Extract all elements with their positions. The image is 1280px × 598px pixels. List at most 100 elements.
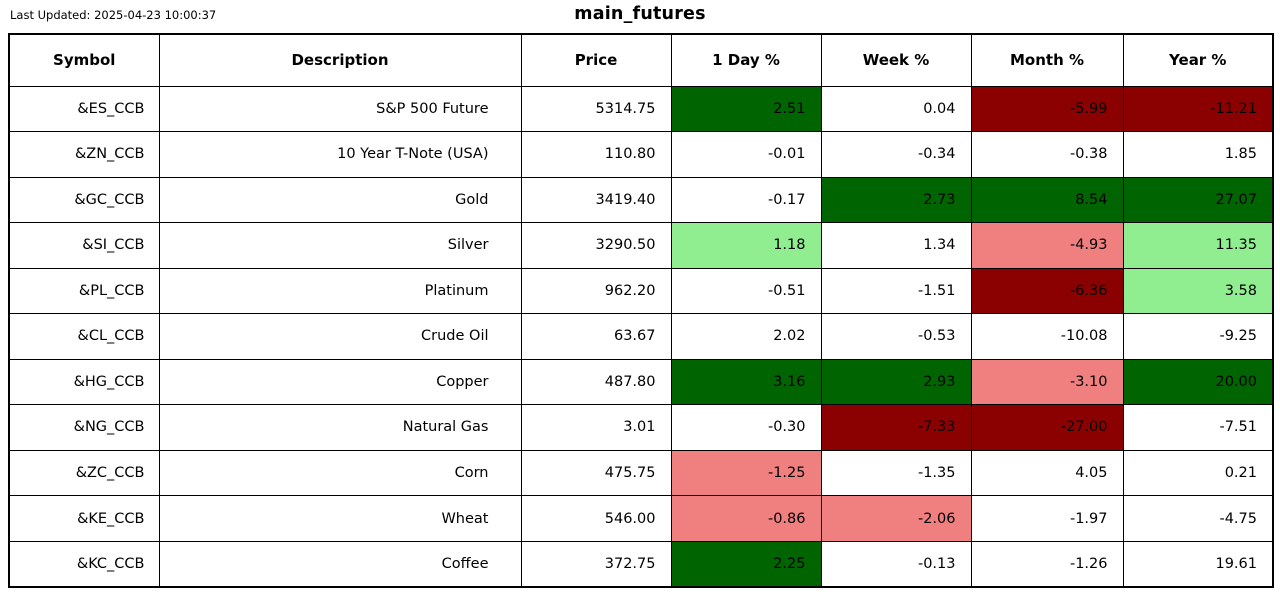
cell-month-pct: -27.00 xyxy=(970,404,1124,451)
cell-week-pct: -1.35 xyxy=(820,449,972,497)
cell-symbol: &ZN_CCB xyxy=(8,131,160,178)
col-header-week-pct: Week % xyxy=(820,33,972,87)
cell-month-pct: 4.05 xyxy=(970,449,1124,497)
cell-symbol: &ZC_CCB xyxy=(8,449,160,497)
cell-symbol: &GC_CCB xyxy=(8,176,160,224)
cell-description: Natural Gas xyxy=(158,404,522,451)
futures-table: Symbol Description Price 1 Day % Week % … xyxy=(8,33,1274,588)
cell-week-pct: -2.06 xyxy=(820,495,972,542)
cell-month-pct: 8.54 xyxy=(970,176,1124,224)
cell-week-pct: -0.53 xyxy=(820,313,972,360)
cell-week-pct: 2.93 xyxy=(820,358,972,406)
page-title: main_futures xyxy=(574,4,706,24)
cell-day-pct: 1.18 xyxy=(670,222,822,269)
cell-year-pct: -4.75 xyxy=(1122,495,1274,542)
cell-description: Copper xyxy=(158,358,522,406)
cell-week-pct: -0.34 xyxy=(820,131,972,178)
cell-month-pct: -3.10 xyxy=(970,358,1124,406)
table-body: &ES_CCB S&P 500 Future 5314.75 2.51 0.04… xyxy=(8,85,1274,588)
cell-day-pct: 2.25 xyxy=(670,540,822,588)
cell-month-pct: -5.99 xyxy=(970,85,1124,133)
cell-price: 5314.75 xyxy=(520,85,672,133)
table-row: &ZC_CCB Corn 475.75 -1.25 -1.35 4.05 0.2… xyxy=(8,449,1274,497)
cell-description: Wheat xyxy=(158,495,522,542)
cell-week-pct: -7.33 xyxy=(820,404,972,451)
cell-symbol: &KE_CCB xyxy=(8,495,160,542)
cell-month-pct: -4.93 xyxy=(970,222,1124,269)
cell-day-pct: -0.17 xyxy=(670,176,822,224)
cell-price: 3419.40 xyxy=(520,176,672,224)
cell-price: 372.75 xyxy=(520,540,672,588)
cell-price: 546.00 xyxy=(520,495,672,542)
cell-year-pct: -11.21 xyxy=(1122,85,1274,133)
cell-year-pct: 20.00 xyxy=(1122,358,1274,406)
col-header-price: Price xyxy=(520,33,672,87)
cell-day-pct: 3.16 xyxy=(670,358,822,406)
col-header-symbol: Symbol xyxy=(8,33,160,87)
last-updated-label: Last Updated: 2025-04-23 10:00:37 xyxy=(10,8,217,22)
cell-year-pct: 11.35 xyxy=(1122,222,1274,269)
cell-year-pct: -9.25 xyxy=(1122,313,1274,360)
table-row: &KE_CCB Wheat 546.00 -0.86 -2.06 -1.97 -… xyxy=(8,495,1274,542)
cell-day-pct: -0.01 xyxy=(670,131,822,178)
cell-month-pct: -0.38 xyxy=(970,131,1124,178)
table-row: &GC_CCB Gold 3419.40 -0.17 2.73 8.54 27.… xyxy=(8,176,1274,224)
table-row: &NG_CCB Natural Gas 3.01 -0.30 -7.33 -27… xyxy=(8,404,1274,451)
cell-day-pct: -0.30 xyxy=(670,404,822,451)
cell-description: Platinum xyxy=(158,267,522,315)
table-row: &KC_CCB Coffee 372.75 2.25 -0.13 -1.26 1… xyxy=(8,540,1274,588)
cell-year-pct: 0.21 xyxy=(1122,449,1274,497)
table-row: &CL_CCB Crude Oil 63.67 2.02 -0.53 -10.0… xyxy=(8,313,1274,360)
cell-week-pct: -0.13 xyxy=(820,540,972,588)
cell-symbol: &NG_CCB xyxy=(8,404,160,451)
header-row: Symbol Description Price 1 Day % Week % … xyxy=(8,33,1274,87)
col-header-month-pct: Month % xyxy=(970,33,1124,87)
cell-symbol: &CL_CCB xyxy=(8,313,160,360)
cell-month-pct: -10.08 xyxy=(970,313,1124,360)
cell-price: 962.20 xyxy=(520,267,672,315)
table-row: &SI_CCB Silver 3290.50 1.18 1.34 -4.93 1… xyxy=(8,222,1274,269)
cell-price: 3290.50 xyxy=(520,222,672,269)
cell-month-pct: -1.97 xyxy=(970,495,1124,542)
cell-week-pct: 0.04 xyxy=(820,85,972,133)
table-row: &PL_CCB Platinum 962.20 -0.51 -1.51 -6.3… xyxy=(8,267,1274,315)
cell-price: 110.80 xyxy=(520,131,672,178)
cell-price: 3.01 xyxy=(520,404,672,451)
cell-week-pct: -1.51 xyxy=(820,267,972,315)
cell-symbol: &HG_CCB xyxy=(8,358,160,406)
cell-week-pct: 2.73 xyxy=(820,176,972,224)
cell-year-pct: 1.85 xyxy=(1122,131,1274,178)
cell-description: Corn xyxy=(158,449,522,497)
table-row: &ES_CCB S&P 500 Future 5314.75 2.51 0.04… xyxy=(8,85,1274,133)
cell-description: 10 Year T-Note (USA) xyxy=(158,131,522,178)
cell-day-pct: -1.25 xyxy=(670,449,822,497)
cell-year-pct: 19.61 xyxy=(1122,540,1274,588)
cell-month-pct: -1.26 xyxy=(970,540,1124,588)
cell-symbol: &SI_CCB xyxy=(8,222,160,269)
cell-day-pct: -0.86 xyxy=(670,495,822,542)
cell-week-pct: 1.34 xyxy=(820,222,972,269)
cell-description: Crude Oil xyxy=(158,313,522,360)
cell-price: 475.75 xyxy=(520,449,672,497)
cell-price: 487.80 xyxy=(520,358,672,406)
table-row: &ZN_CCB 10 Year T-Note (USA) 110.80 -0.0… xyxy=(8,131,1274,178)
cell-description: Gold xyxy=(158,176,522,224)
cell-description: Silver xyxy=(158,222,522,269)
cell-year-pct: -7.51 xyxy=(1122,404,1274,451)
cell-day-pct: -0.51 xyxy=(670,267,822,315)
col-header-day-pct: 1 Day % xyxy=(670,33,822,87)
cell-symbol: &ES_CCB xyxy=(8,85,160,133)
cell-year-pct: 3.58 xyxy=(1122,267,1274,315)
col-header-year-pct: Year % xyxy=(1122,33,1274,87)
cell-year-pct: 27.07 xyxy=(1122,176,1274,224)
cell-symbol: &KC_CCB xyxy=(8,540,160,588)
cell-day-pct: 2.51 xyxy=(670,85,822,133)
table-header: Symbol Description Price 1 Day % Week % … xyxy=(8,33,1274,87)
cell-symbol: &PL_CCB xyxy=(8,267,160,315)
table-row: &HG_CCB Copper 487.80 3.16 2.93 -3.10 20… xyxy=(8,358,1274,406)
col-header-description: Description xyxy=(158,33,522,87)
cell-description: S&P 500 Future xyxy=(158,85,522,133)
cell-price: 63.67 xyxy=(520,313,672,360)
cell-description: Coffee xyxy=(158,540,522,588)
